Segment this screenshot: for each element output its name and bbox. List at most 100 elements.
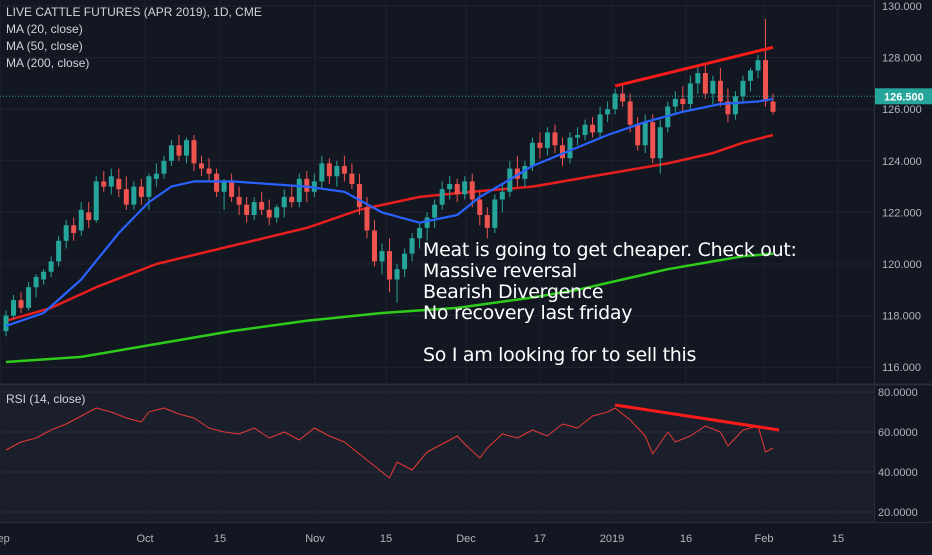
candle (770, 93, 776, 115)
candle (702, 62, 708, 99)
candle-body (221, 181, 227, 192)
candle-body (236, 196, 242, 205)
candle (244, 196, 250, 223)
time-tick-label: Oct (136, 533, 153, 545)
rsi-line (5, 407, 774, 479)
candle (642, 114, 648, 154)
candle-body (620, 93, 626, 102)
candle (635, 116, 641, 151)
candle-body (379, 251, 385, 262)
candle (575, 127, 581, 146)
candle-body (304, 178, 310, 192)
candle-body (755, 60, 761, 71)
candle (552, 124, 558, 154)
ma50-line (5, 133, 774, 323)
time-tick-label: Sep (0, 533, 10, 545)
candle-body (48, 261, 54, 272)
price-tick-label: 122.000 (882, 207, 922, 219)
rsi-tick-label: 40.0000 (878, 467, 918, 479)
time-tick-label: 2019 (600, 533, 624, 545)
candle-body (695, 73, 701, 84)
candle (63, 220, 69, 249)
candle (168, 140, 174, 166)
candle-body (567, 137, 573, 159)
candle (710, 75, 716, 105)
candle-body (417, 227, 423, 239)
candle (687, 75, 693, 110)
candle (371, 220, 377, 267)
candle-body (131, 186, 137, 205)
candle (341, 155, 347, 182)
candle-body (575, 135, 581, 138)
price-tick-label: 118.000 (882, 311, 921, 323)
price-tick-label: 120.000 (882, 259, 922, 271)
candle (695, 65, 701, 94)
candle-body (747, 70, 753, 81)
price-trendline (614, 45, 774, 88)
price-tick-label: 130.000 (882, 1, 922, 13)
time-tick-label: Feb (755, 533, 774, 545)
candle (221, 178, 227, 210)
ma200-line (5, 252, 774, 364)
candle (612, 88, 618, 115)
candle-body (364, 207, 370, 231)
candle-body (33, 276, 39, 288)
candle (86, 202, 92, 228)
candle-body (63, 225, 69, 241)
candle-body (214, 173, 220, 192)
candle-body (394, 269, 400, 280)
time-tick-label: Dec (456, 533, 476, 545)
candle (620, 83, 626, 107)
rsi-legend: RSI (14, close) (6, 392, 86, 406)
candle (93, 176, 99, 223)
candle-body (687, 83, 693, 105)
candle-body (146, 176, 152, 197)
candle-body (281, 196, 287, 208)
candle (108, 168, 114, 195)
candle (251, 196, 257, 221)
candle (274, 204, 280, 223)
candle-body (11, 300, 17, 316)
candle-body (447, 184, 453, 190)
candle (41, 269, 47, 285)
candle-body (191, 140, 197, 164)
candle-body (402, 253, 408, 270)
candle-body (462, 181, 468, 195)
candle (559, 137, 565, 166)
candle (590, 116, 596, 138)
candle (522, 160, 528, 187)
candle (296, 173, 302, 208)
candle-body (123, 189, 129, 205)
candle (499, 184, 505, 213)
candle (387, 238, 393, 293)
rsi-pane-bg (0, 387, 874, 522)
candle-body (409, 238, 415, 254)
candle-body (108, 176, 114, 187)
last-price-tag (875, 88, 932, 105)
candle (3, 310, 9, 337)
candle-body (454, 184, 460, 195)
candle (740, 75, 746, 102)
candle-body (552, 132, 558, 146)
candle-body (251, 202, 257, 215)
candle (334, 160, 340, 187)
candle-body (642, 122, 648, 146)
chart-legend: LIVE CATTLE FUTURES (APR 2019), 1D, CME … (6, 4, 262, 72)
time-tick-label: 16 (680, 533, 692, 545)
ma20-layer (5, 97, 774, 327)
candle-body (266, 209, 272, 218)
symbol-title: LIVE CATTLE FUTURES (APR 2019), 1D, CME (6, 5, 262, 19)
time-tick-label: 15 (380, 533, 392, 545)
time-tick-label: 15 (832, 533, 844, 545)
candle (409, 233, 415, 262)
candle (492, 194, 498, 234)
candle-body (725, 101, 731, 115)
candle-body (387, 251, 393, 280)
candle-body (605, 109, 611, 115)
candle (424, 212, 430, 241)
candle (199, 155, 205, 177)
candle-body (702, 73, 708, 94)
candle (349, 163, 355, 190)
